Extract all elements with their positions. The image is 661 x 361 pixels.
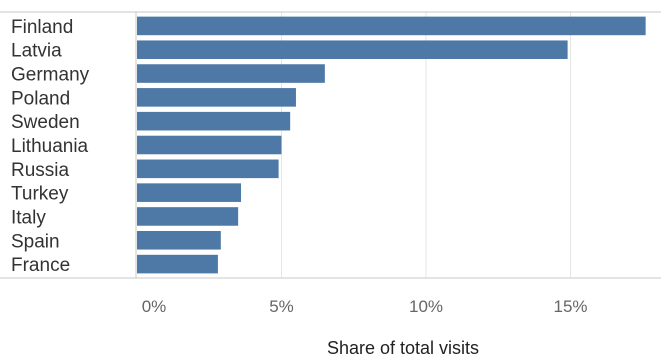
category-label: Russia xyxy=(11,160,70,181)
x-axis-title: Share of total visits xyxy=(327,338,479,356)
x-axis-ticks: 0% 5% 10% 15% xyxy=(142,297,588,316)
x-tick-label: 10% xyxy=(409,297,443,316)
x-tick-label: 0% xyxy=(142,297,167,316)
category-label: Sweden xyxy=(11,112,80,133)
category-label: Turkey xyxy=(11,184,69,205)
bar-france xyxy=(137,254,218,274)
category-label: Germany xyxy=(11,65,90,86)
bar-turkey xyxy=(137,183,242,202)
category-label: Finland xyxy=(11,17,73,38)
bar-spain xyxy=(137,230,221,250)
bar-latvia xyxy=(137,40,568,60)
category-label: Italy xyxy=(11,207,46,228)
category-label: Poland xyxy=(11,88,70,109)
bar-germany xyxy=(137,64,325,83)
bar-finland xyxy=(137,16,646,36)
bar-lithuania xyxy=(137,135,282,155)
bar-russia xyxy=(137,159,279,179)
bar-poland xyxy=(137,88,296,107)
category-label: France xyxy=(11,255,70,276)
category-label: Lithuania xyxy=(11,136,89,157)
bar-sweden xyxy=(137,111,291,131)
bars xyxy=(137,16,646,274)
category-label: Latvia xyxy=(11,41,62,62)
category-label: Spain xyxy=(11,231,60,252)
bar-italy xyxy=(137,207,239,226)
x-tick-label: 15% xyxy=(553,297,587,316)
x-tick-label: 5% xyxy=(269,297,294,316)
